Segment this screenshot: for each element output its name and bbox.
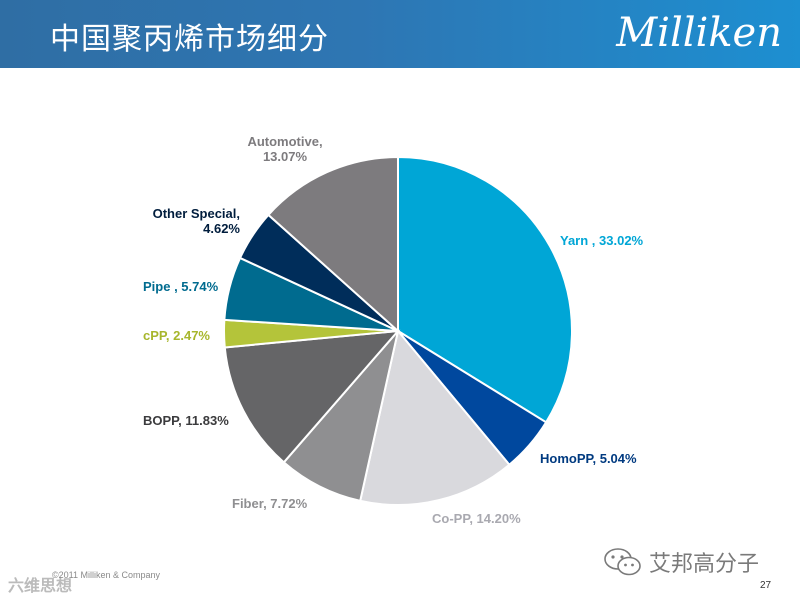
pie-labels: Yarn , 33.02% HomoPP, 5.04% Co-PP, 14.20% F… bbox=[143, 134, 644, 526]
milliken-logo: Milliken bbox=[616, 10, 782, 56]
slice-label-8: Automotive, 13.07% bbox=[247, 134, 322, 164]
slice-label-7: Other Special, 4.62% bbox=[153, 206, 241, 236]
wechat-account-name: 艾邦高分子 bbox=[649, 552, 760, 577]
slice-label-0: Yarn , 33.02% bbox=[560, 233, 644, 248]
page-title: 中国聚丙烯市场细分 bbox=[50, 22, 329, 57]
header-bar: 中国聚丙烯市场细分 Milliken bbox=[0, 0, 800, 68]
wechat-icon bbox=[604, 548, 641, 576]
slice-label-2: Co-PP, 14.20% bbox=[432, 511, 521, 526]
slice-label-1: HomoPP, 5.04% bbox=[540, 451, 637, 466]
wechat-badge: 艾邦高分子 bbox=[603, 546, 759, 578]
pie-slice-0 bbox=[397, 155, 573, 424]
slice-label-5: cPP, 2.47% bbox=[143, 328, 210, 343]
copyright-text: ©2011 Milliken & Company bbox=[52, 570, 161, 580]
pie-chart: Yarn , 33.02% HomoPP, 5.04% Co-PP, 14.20% F… bbox=[143, 134, 644, 526]
pie-slices bbox=[223, 155, 573, 506]
pie-slice-8 bbox=[266, 155, 399, 334]
page-number: 27 bbox=[760, 580, 772, 591]
pie-slice-4 bbox=[223, 329, 401, 464]
watermark: 六维思想 bbox=[8, 576, 73, 595]
pie-slice-2 bbox=[359, 328, 511, 506]
slice-label-3: Fiber, 7.72% bbox=[232, 496, 308, 511]
slice-label-6: Pipe , 5.74% bbox=[143, 279, 219, 294]
slice-label-4: BOPP, 11.83% bbox=[143, 413, 229, 428]
